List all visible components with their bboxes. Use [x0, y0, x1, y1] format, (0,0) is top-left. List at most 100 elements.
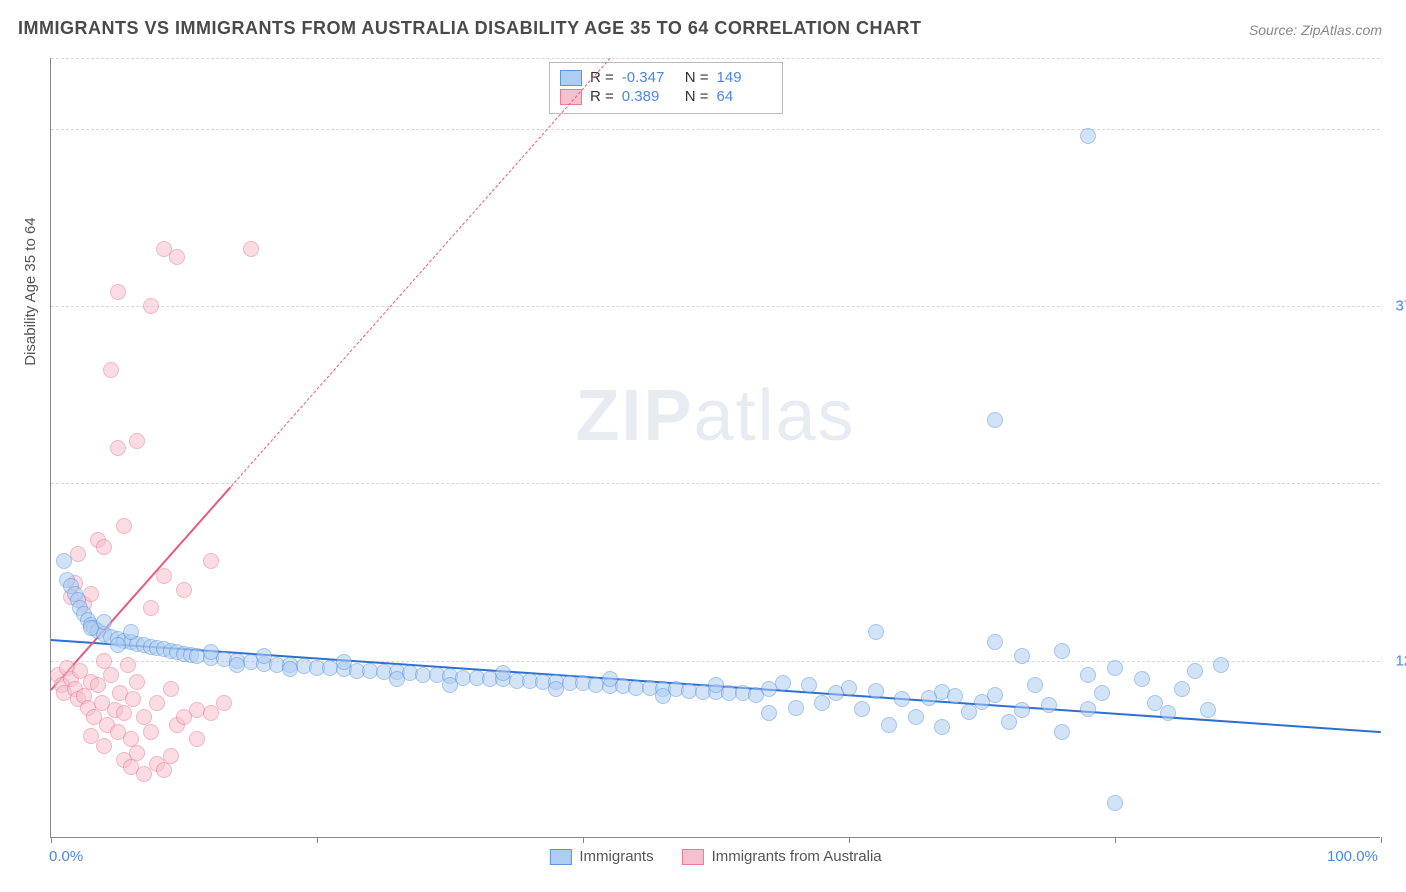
data-point [110, 284, 126, 300]
data-point [987, 687, 1003, 703]
stat-N-label: N = [685, 88, 709, 105]
data-point [189, 731, 205, 747]
y-tick-label: 12.5% [1395, 652, 1406, 669]
y-tick-label: 37.5% [1395, 298, 1406, 315]
data-point [110, 637, 126, 653]
data-point [103, 667, 119, 683]
legend-item-2: Immigrants from Australia [682, 848, 882, 865]
data-point [908, 709, 924, 725]
data-point [1200, 702, 1216, 718]
data-point [143, 298, 159, 314]
data-point [1213, 657, 1229, 673]
data-point [1027, 677, 1043, 693]
data-point [1001, 714, 1017, 730]
stat-N-value-1: 149 [717, 69, 772, 86]
data-point [1107, 660, 1123, 676]
data-point [1014, 648, 1030, 664]
y-axis-title: Disability Age 35 to 64 [22, 217, 39, 365]
data-point [442, 677, 458, 693]
data-point [176, 582, 192, 598]
data-point [868, 683, 884, 699]
data-point [788, 700, 804, 716]
data-point [282, 661, 298, 677]
legend-label-2: Immigrants from Australia [712, 848, 882, 865]
data-point [143, 724, 159, 740]
x-tick [583, 837, 584, 843]
stat-R-value-1: -0.347 [622, 69, 677, 86]
data-point [868, 624, 884, 640]
data-point [116, 518, 132, 534]
data-point [894, 691, 910, 707]
data-point [256, 648, 272, 664]
swatch-series-1 [560, 70, 582, 86]
data-point [1054, 724, 1070, 740]
legend-swatch-1 [549, 849, 571, 865]
trendline [230, 58, 610, 487]
data-point [947, 688, 963, 704]
legend-swatch-2 [682, 849, 704, 865]
data-point [103, 362, 119, 378]
source-label: Source: ZipAtlas.com [1249, 22, 1382, 38]
chart-title: IMMIGRANTS VS IMMIGRANTS FROM AUSTRALIA … [18, 18, 922, 39]
data-point [149, 695, 165, 711]
data-point [775, 675, 791, 691]
x-tick [51, 837, 52, 843]
gridline [51, 483, 1380, 484]
data-point [1054, 643, 1070, 659]
x-tick [1115, 837, 1116, 843]
data-point [123, 624, 139, 640]
x-tick-label: 100.0% [1327, 848, 1378, 865]
data-point [934, 719, 950, 735]
data-point [548, 681, 564, 697]
stats-row-2: R = 0.389 N = 64 [560, 88, 772, 105]
data-point [96, 539, 112, 555]
data-point [761, 705, 777, 721]
x-tick [317, 837, 318, 843]
stat-R-label: R = [590, 88, 614, 105]
data-point [129, 745, 145, 761]
watermark: ZIPatlas [575, 375, 855, 457]
data-point [169, 249, 185, 265]
data-point [176, 709, 192, 725]
data-point [143, 600, 159, 616]
data-point [96, 614, 112, 630]
data-point [129, 433, 145, 449]
stat-N-label: N = [685, 69, 709, 86]
gridline [51, 129, 1380, 130]
data-point [163, 748, 179, 764]
data-point [841, 680, 857, 696]
data-point [1080, 667, 1096, 683]
data-point [1080, 701, 1096, 717]
data-point [216, 695, 232, 711]
data-point [125, 691, 141, 707]
legend-item-1: Immigrants [549, 848, 653, 865]
data-point [156, 762, 172, 778]
data-point [1041, 697, 1057, 713]
data-point [56, 553, 72, 569]
data-point [987, 634, 1003, 650]
data-point [389, 671, 405, 687]
data-point [336, 654, 352, 670]
data-point [83, 728, 99, 744]
data-point [1187, 663, 1203, 679]
plot-area: ZIPatlas R = -0.347 N = 149 R = 0.389 N … [50, 58, 1380, 838]
data-point [1134, 671, 1150, 687]
data-point [156, 568, 172, 584]
data-point [495, 665, 511, 681]
data-point [229, 657, 245, 673]
data-point [801, 677, 817, 693]
stat-N-value-2: 64 [717, 88, 772, 105]
data-point [163, 681, 179, 697]
data-point [655, 688, 671, 704]
data-point [110, 440, 126, 456]
gridline [51, 58, 1380, 59]
data-point [1160, 705, 1176, 721]
data-point [129, 674, 145, 690]
data-point [1094, 685, 1110, 701]
data-point [243, 241, 259, 257]
data-point [1174, 681, 1190, 697]
bottom-legend: Immigrants Immigrants from Australia [549, 848, 881, 865]
data-point [854, 701, 870, 717]
data-point [881, 717, 897, 733]
data-point [1014, 702, 1030, 718]
